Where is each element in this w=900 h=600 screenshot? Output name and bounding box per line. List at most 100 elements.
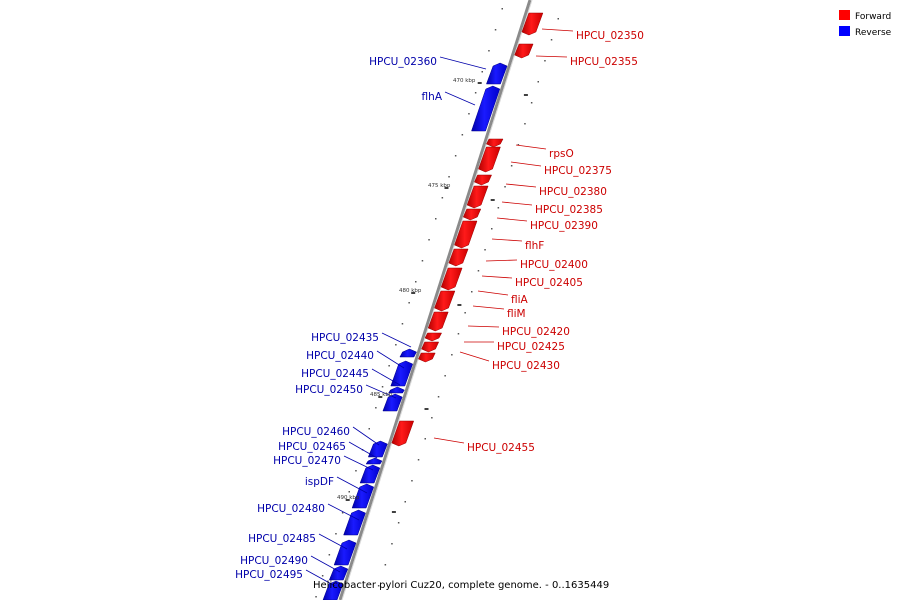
gene-label-reverse[interactable]: HPCU_02445 xyxy=(301,368,369,380)
gene-label-reverse[interactable]: HPCU_02470 xyxy=(273,455,341,467)
minor-tick xyxy=(321,575,324,577)
gene-label-reverse[interactable]: HPCU_02495 xyxy=(235,569,303,581)
minor-tick xyxy=(424,438,426,440)
genome-backbone-highlight xyxy=(341,0,533,600)
gene-label-forward[interactable]: HPCU_02430 xyxy=(492,360,560,372)
gene-label-reverse[interactable]: HPCU_02485 xyxy=(248,533,316,545)
gene-forward[interactable] xyxy=(514,43,534,59)
gene-label-reverse[interactable]: HPCU_02465 xyxy=(278,441,346,453)
gene-forward[interactable] xyxy=(521,12,544,36)
minor-tick xyxy=(384,564,387,566)
gene-label-forward[interactable]: HPCU_02350 xyxy=(576,30,644,42)
gene-label-leader xyxy=(376,350,405,369)
minor-tick xyxy=(397,522,400,524)
gene-label-forward[interactable]: fliM xyxy=(507,308,526,320)
minor-tick xyxy=(484,249,486,251)
scale-tick-label: 475 kbp xyxy=(428,183,451,189)
gene-label-forward[interactable]: fliA xyxy=(511,294,529,306)
genome-caption: Helicobacter pylori Cuz20, complete geno… xyxy=(313,580,609,591)
gene-label-leader xyxy=(327,503,360,521)
gene-label-leader xyxy=(439,56,487,70)
minor-tick xyxy=(388,365,390,367)
gene-label-reverse[interactable]: HPCU_02460 xyxy=(282,426,350,438)
gene-forward[interactable] xyxy=(391,420,415,447)
gene-forward[interactable] xyxy=(424,332,443,342)
gene-label-forward[interactable]: HPCU_02385 xyxy=(535,204,603,216)
gene-reverse[interactable] xyxy=(343,509,366,536)
gene-label-reverse[interactable]: HPCU_02480 xyxy=(257,503,325,515)
gene-reverse[interactable] xyxy=(390,360,414,387)
gene-label-forward[interactable]: HPCU_02400 xyxy=(520,259,588,271)
gene-forward[interactable] xyxy=(466,185,489,209)
gene-label-forward[interactable]: HPCU_02390 xyxy=(530,220,598,232)
minor-tick xyxy=(401,323,404,325)
gene-reverse[interactable] xyxy=(333,539,357,566)
gene-reverse[interactable] xyxy=(382,393,403,412)
gene-forward[interactable] xyxy=(421,341,440,353)
gene-label-forward[interactable]: HPCU_02405 xyxy=(515,277,583,289)
minor-tick xyxy=(530,102,533,104)
gene-label-reverse[interactable]: HPCU_02450 xyxy=(295,384,363,396)
gene-label-leader xyxy=(477,290,509,296)
gene-reverse[interactable] xyxy=(328,565,349,581)
gene-forward[interactable] xyxy=(454,220,478,249)
gene-reverse[interactable] xyxy=(486,62,508,85)
minor-tick xyxy=(435,218,437,220)
gene-forward[interactable] xyxy=(462,208,482,221)
gene-label-leader xyxy=(496,217,528,222)
gene-label-reverse[interactable]: HPCU_02360 xyxy=(369,56,437,68)
gene-label-forward[interactable]: HPCU_02455 xyxy=(467,442,535,454)
gene-label-reverse[interactable]: flhA xyxy=(422,91,443,103)
minor-tick xyxy=(421,260,424,262)
gene-reverse[interactable] xyxy=(399,348,417,358)
minor-tick xyxy=(437,396,440,398)
genome-backbone xyxy=(338,0,532,600)
scale-tick-label: 485 kbp xyxy=(370,392,393,398)
gene-label-leader xyxy=(467,325,500,328)
minor-tick xyxy=(557,18,559,20)
minor-tick xyxy=(408,302,410,304)
minor-tick xyxy=(501,8,503,10)
gene-label-reverse[interactable]: HPCU_02490 xyxy=(240,555,308,567)
gene-label-forward[interactable]: HPCU_02380 xyxy=(539,186,607,198)
gene-label-forward[interactable]: flhF xyxy=(525,240,544,252)
minor-tick xyxy=(395,344,397,346)
gene-forward[interactable] xyxy=(474,174,492,186)
gene-reverse[interactable] xyxy=(365,457,383,465)
minor-tick xyxy=(328,554,331,556)
gene-label-leader xyxy=(491,238,523,242)
legend-swatch-reverse xyxy=(839,26,850,36)
gene-label-leader xyxy=(444,91,476,106)
minor-tick xyxy=(488,50,490,52)
gene-label-forward[interactable]: HPCU_02420 xyxy=(502,326,570,338)
gene-forward[interactable] xyxy=(478,146,501,173)
minor-tick xyxy=(481,71,483,73)
gene-label-forward[interactable]: rpsO xyxy=(549,148,574,160)
minor-tick xyxy=(517,144,520,146)
gene-label-leader xyxy=(365,384,397,399)
gene-forward[interactable] xyxy=(448,248,469,267)
gene-forward[interactable] xyxy=(434,290,456,312)
gene-label-reverse[interactable]: HPCU_02440 xyxy=(306,350,374,362)
gene-label-reverse[interactable]: ispDF xyxy=(305,476,334,488)
gene-label-forward[interactable]: HPCU_02355 xyxy=(570,56,638,68)
minor-tick xyxy=(341,512,344,514)
gene-forward[interactable] xyxy=(440,267,463,291)
gene-reverse[interactable] xyxy=(351,483,375,509)
gene-label-leader xyxy=(535,55,568,58)
gene-label-leader xyxy=(505,183,537,188)
minor-tick xyxy=(524,123,526,125)
gene-label-reverse[interactable]: HPCU_02435 xyxy=(311,332,379,344)
gene-forward[interactable] xyxy=(427,311,449,332)
gene-label-forward[interactable]: HPCU_02375 xyxy=(544,165,612,177)
minor-tick xyxy=(491,228,493,230)
gene-label-forward[interactable]: HPCU_02425 xyxy=(497,341,565,353)
gene-forward[interactable] xyxy=(418,352,436,363)
minor-tick xyxy=(404,501,406,503)
minor-tick xyxy=(448,176,450,178)
gene-reverse[interactable] xyxy=(388,386,405,394)
gene-label-leader xyxy=(472,305,505,310)
minor-tick xyxy=(477,270,480,272)
gene-forward[interactable] xyxy=(486,138,504,148)
gene-reverse[interactable] xyxy=(471,85,501,132)
